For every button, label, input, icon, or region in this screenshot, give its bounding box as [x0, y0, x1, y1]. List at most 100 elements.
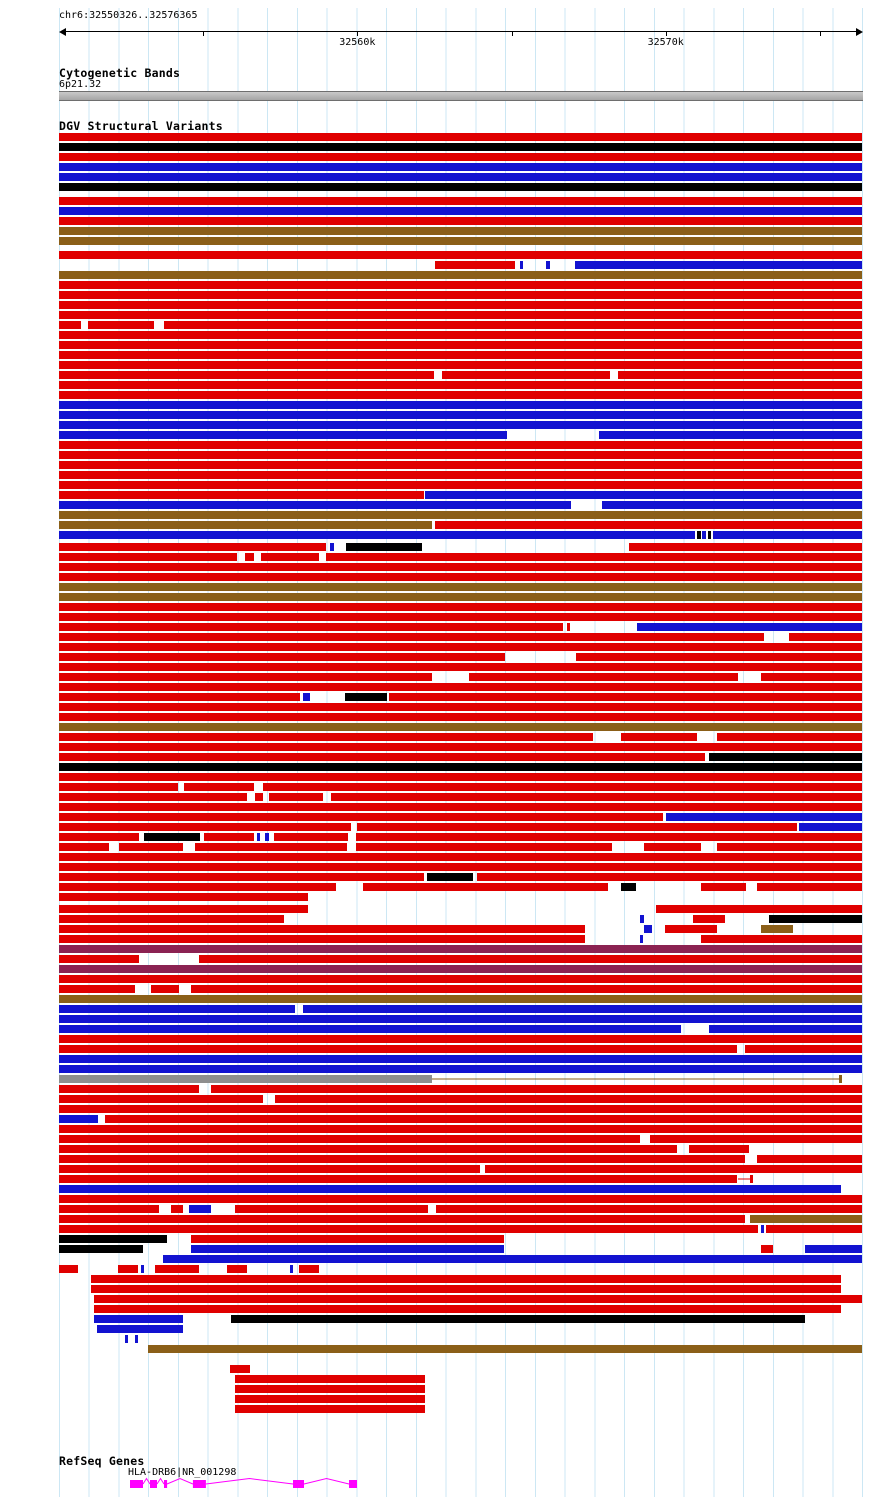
- variant-bar[interactable]: [210, 1085, 862, 1093]
- variant-bar[interactable]: [766, 1225, 862, 1233]
- variant-bar[interactable]: [234, 1205, 428, 1213]
- variant-bar[interactable]: [59, 153, 862, 161]
- variant-bar[interactable]: [59, 1025, 681, 1033]
- variant-bar[interactable]: [760, 1245, 773, 1253]
- variant-bar[interactable]: [170, 1205, 183, 1213]
- variant-bar[interactable]: [59, 843, 109, 851]
- variant-bar[interactable]: [59, 341, 862, 349]
- variant-bar[interactable]: [59, 501, 571, 509]
- variant-bar[interactable]: [442, 371, 610, 379]
- variant-bar[interactable]: [59, 1045, 737, 1053]
- variant-bar[interactable]: [59, 955, 140, 963]
- variant-bar[interactable]: [134, 1335, 138, 1343]
- variant-bar[interactable]: [275, 1095, 862, 1103]
- variant-bar[interactable]: [257, 833, 261, 841]
- variant-bar[interactable]: [94, 1295, 862, 1303]
- variant-bar[interactable]: [59, 713, 862, 721]
- variant-bar[interactable]: [59, 633, 764, 641]
- variant-bar[interactable]: [230, 1365, 251, 1373]
- variant-bar[interactable]: [59, 965, 862, 973]
- variant-bar[interactable]: [154, 1265, 199, 1273]
- variant-bar[interactable]: [59, 491, 425, 499]
- variant-bar[interactable]: [746, 1145, 749, 1153]
- variant-bar[interactable]: [234, 1375, 426, 1383]
- variant-bar[interactable]: [234, 1395, 426, 1403]
- variant-bar[interactable]: [59, 1205, 159, 1213]
- variant-bar[interactable]: [798, 823, 862, 831]
- variant-bar[interactable]: [59, 1005, 296, 1013]
- variant-bar[interactable]: [119, 843, 184, 851]
- variant-bar[interactable]: [194, 843, 348, 851]
- variant-bar[interactable]: [59, 873, 425, 881]
- variant-bar[interactable]: [344, 693, 387, 701]
- variant-bar[interactable]: [59, 1245, 143, 1253]
- variant-bar[interactable]: [59, 133, 862, 141]
- variant-bar[interactable]: [425, 491, 862, 499]
- variant-bar[interactable]: [476, 873, 862, 881]
- variant-bar[interactable]: [59, 451, 862, 459]
- variant-bar[interactable]: [768, 915, 862, 923]
- variant-bar[interactable]: [59, 351, 862, 359]
- variant-bar[interactable]: [59, 543, 327, 551]
- variant-bar[interactable]: [59, 975, 862, 983]
- variant-bar[interactable]: [356, 823, 797, 831]
- variant-bar[interactable]: [59, 1075, 433, 1083]
- variant-bar[interactable]: [59, 733, 593, 741]
- variant-bar[interactable]: [140, 1265, 145, 1273]
- variant-bar[interactable]: [356, 833, 862, 841]
- variant-bar[interactable]: [700, 883, 747, 891]
- variant-bar[interactable]: [59, 1265, 79, 1273]
- variant-bar[interactable]: [59, 1125, 862, 1133]
- variant-bar[interactable]: [576, 653, 862, 661]
- variant-bar[interactable]: [59, 441, 862, 449]
- variant-bar[interactable]: [59, 1015, 862, 1023]
- variant-bar[interactable]: [650, 1135, 862, 1143]
- variant-bar[interactable]: [59, 217, 862, 225]
- variant-bar[interactable]: [59, 1225, 759, 1233]
- variant-bar[interactable]: [621, 883, 637, 891]
- variant-bar[interactable]: [303, 1005, 862, 1013]
- variant-bar[interactable]: [426, 873, 473, 881]
- variant-bar[interactable]: [598, 431, 862, 439]
- variant-bar[interactable]: [59, 823, 351, 831]
- variant-bar[interactable]: [59, 995, 862, 1003]
- variant-bar[interactable]: [656, 905, 862, 913]
- variant-bar[interactable]: [692, 915, 725, 923]
- variant-bar[interactable]: [59, 251, 862, 259]
- variant-bar[interactable]: [567, 623, 570, 631]
- variant-bar[interactable]: [190, 1235, 504, 1243]
- variant-bar[interactable]: [805, 1245, 862, 1253]
- variant-bar[interactable]: [59, 173, 862, 181]
- variant-bar[interactable]: [637, 623, 862, 631]
- variant-bar[interactable]: [59, 613, 862, 621]
- variant-bar[interactable]: [519, 261, 524, 269]
- variant-bar[interactable]: [274, 833, 349, 841]
- variant-bar[interactable]: [244, 553, 255, 561]
- variant-bar[interactable]: [356, 843, 613, 851]
- variant-bar[interactable]: [59, 643, 862, 651]
- variant-bar[interactable]: [756, 883, 862, 891]
- variant-bar[interactable]: [59, 471, 862, 479]
- variant-bar[interactable]: [59, 623, 563, 631]
- variant-bar[interactable]: [59, 793, 247, 801]
- variant-bar[interactable]: [91, 1285, 842, 1293]
- variant-bar[interactable]: [688, 1145, 746, 1153]
- variant-bar[interactable]: [59, 773, 862, 781]
- variant-bar[interactable]: [59, 481, 862, 489]
- variant-bar[interactable]: [546, 261, 550, 269]
- variant-bar[interactable]: [59, 753, 706, 761]
- variant-bar[interactable]: [59, 227, 862, 235]
- variant-bar[interactable]: [59, 603, 862, 611]
- variant-bar[interactable]: [434, 521, 862, 529]
- gene-glyph[interactable]: [59, 1475, 863, 1493]
- variant-bar[interactable]: [59, 813, 663, 821]
- variant-bar[interactable]: [756, 1155, 862, 1163]
- exon-box[interactable]: [349, 1480, 357, 1488]
- variant-bar[interactable]: [59, 1195, 862, 1203]
- variant-bar[interactable]: [59, 893, 308, 901]
- variant-bar[interactable]: [59, 1085, 199, 1093]
- variant-bar[interactable]: [124, 1335, 128, 1343]
- variant-bar[interactable]: [59, 703, 862, 711]
- variant-bar[interactable]: [640, 915, 644, 923]
- variant-bar[interactable]: [59, 783, 178, 791]
